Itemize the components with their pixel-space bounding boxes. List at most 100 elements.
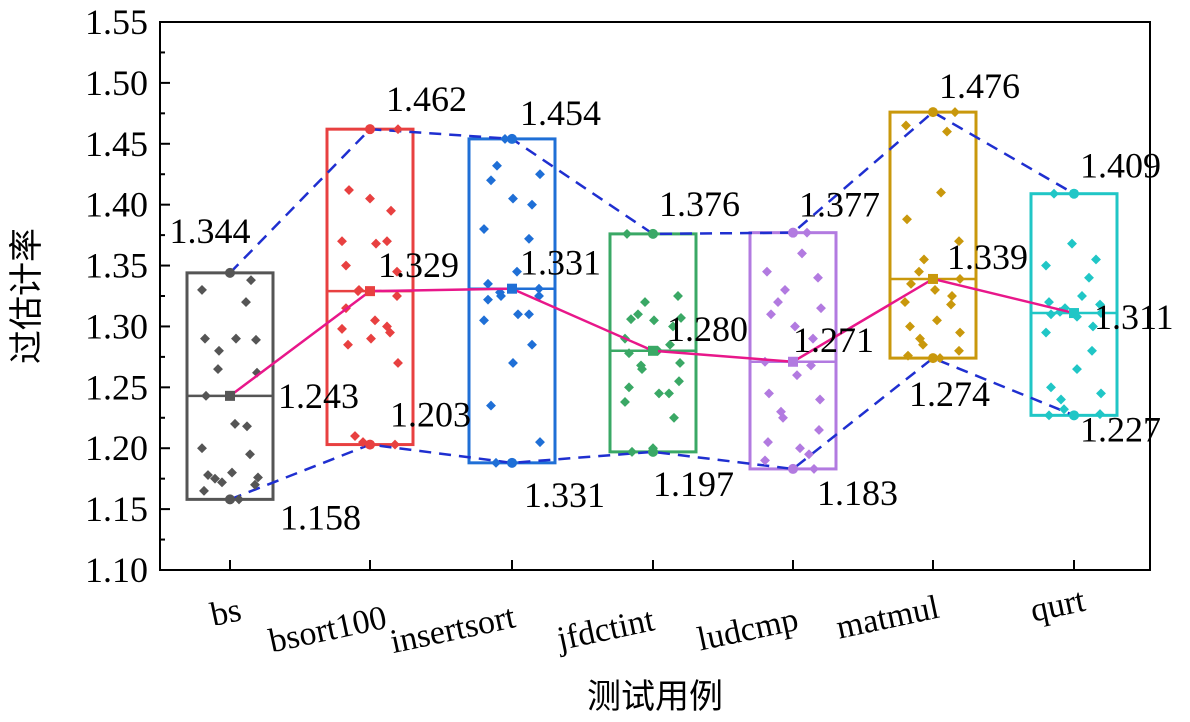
point-bs [241,297,251,308]
point-jfdctint [622,228,632,239]
point-insertsort [486,400,496,411]
point-insertsort [508,193,518,204]
min-marker-qurt [1069,410,1079,421]
mean-label-qurt: 1.311 [1094,297,1174,337]
max-marker-bsort100 [365,124,375,135]
point-qurt [1046,382,1056,393]
point-jfdctint [674,376,684,387]
max-label-jfdctint: 1.376 [659,184,740,224]
point-bsort100 [344,185,354,196]
x-tick-label: qurt [1027,582,1089,630]
point-bs [197,284,207,295]
point-bsort100 [366,333,376,344]
point-jfdctint [637,364,647,375]
x-tick-label: bs [207,591,244,633]
point-bsort100 [371,238,381,249]
mean-marker-insertsort [507,283,517,294]
point-qurt [1056,394,1066,405]
point-bs [246,275,256,286]
point-bsort100 [365,193,375,204]
max-marker-qurt [1069,188,1079,199]
point-matmul [946,299,956,310]
min-marker-matmul [928,353,938,364]
point-bs [250,479,260,490]
point-ludcmp [764,388,774,399]
y-tick-label: 1.20 [85,428,148,468]
point-jfdctint [640,297,650,308]
point-ludcmp [797,248,807,259]
min-marker-bsort100 [365,439,375,450]
point-matmul [919,254,929,265]
point-ludcmp [813,272,823,283]
min-label-bsort100: 1.203 [390,395,471,435]
point-qurt [1044,410,1054,421]
point-matmul [955,327,965,338]
point-jfdctint [665,339,675,350]
point-ludcmp [766,309,776,320]
y-tick-label: 1.50 [85,63,148,103]
y-tick-label: 1.40 [85,185,148,225]
mean-line-group [225,273,1079,401]
point-bsort100 [386,205,396,216]
max-marker-insertsort [507,133,517,144]
point-insertsort [534,283,544,294]
point-qurt [1041,260,1051,271]
point-qurt [1049,188,1059,199]
point-qurt [1095,299,1105,310]
point-jfdctint [627,446,637,457]
point-bs [217,477,227,488]
point-bs [231,333,241,344]
point-ludcmp [792,370,802,381]
data-labels: 1.344 1.243 1.158 1.462 1.329 1.203 1.454 1.331… [170,66,1174,537]
y-tick-label: 1.35 [85,246,148,286]
point-insertsort [491,457,501,468]
point-ludcmp [814,425,824,435]
point-ludcmp [773,297,783,308]
point-bsort100 [390,439,400,450]
point-insertsort [496,291,506,301]
point-ludcmp [802,227,812,238]
min-marker-insertsort [507,457,517,468]
point-qurt [1046,309,1056,320]
y-tick-label: 1.55 [85,2,148,42]
point-matmul [954,236,964,247]
mean-label-bs: 1.243 [278,376,359,416]
point-insertsort [483,294,493,305]
mean-marker-ludcmp [788,356,798,367]
y-axis-label: 过估计率 [7,228,47,364]
scatter-points [197,107,1106,505]
point-matmul [918,339,928,350]
point-bs [199,485,209,496]
mean-marker-bs [225,390,235,401]
point-insertsort [524,233,534,244]
max-label-qurt: 1.409 [1080,146,1161,186]
point-matmul [902,214,912,225]
point-insertsort [483,278,493,289]
mean-label-insertsort: 1.331 [520,243,601,283]
point-bsort100 [343,339,353,350]
point-insertsort [527,339,537,350]
point-bs [242,421,252,432]
point-insertsort [486,175,496,186]
max-label-matmul: 1.476 [939,66,1020,106]
x-tick-label: ludcmp [694,601,801,658]
max-marker-jfdctint [648,228,658,239]
mean-label-ludcmp: 1.271 [793,320,874,360]
point-qurt [1096,308,1106,318]
max-marker-matmul [928,107,938,118]
min-label-matmul: 1.274 [909,374,990,414]
point-jfdctint [676,312,686,323]
point-ludcmp [806,360,816,371]
point-insertsort [535,437,545,448]
min-label-ludcmp: 1.183 [817,473,898,513]
point-insertsort [524,309,534,320]
mean-marker-qurt [1069,308,1079,319]
x-tick-label: insertsort [387,598,519,661]
point-bsort100 [382,236,392,247]
point-jfdctint [633,309,643,320]
point-qurt [1087,345,1097,356]
y-tick-label: 1.10 [85,550,148,590]
point-bs [197,443,207,454]
point-bsort100 [393,124,403,135]
